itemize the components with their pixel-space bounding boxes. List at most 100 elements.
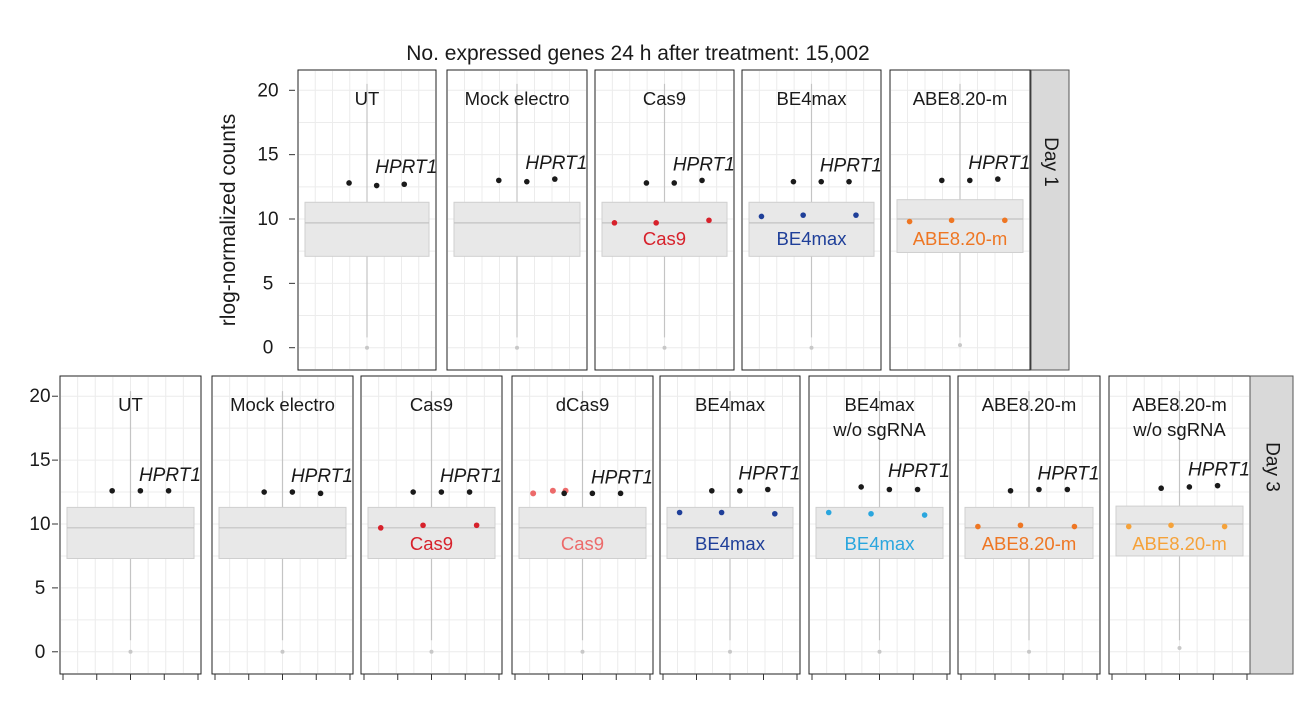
gene-point — [1007, 487, 1014, 494]
gene-point — [1214, 482, 1221, 489]
gene-label: HPRT1 — [591, 467, 653, 488]
transcript-point — [718, 509, 725, 516]
gene-point — [373, 182, 380, 189]
transcript-point — [611, 220, 618, 226]
gene-point — [914, 486, 921, 493]
transcript-point — [1168, 522, 1174, 529]
gene-point — [524, 178, 530, 185]
transcript-point — [853, 212, 859, 218]
gene-point — [995, 176, 1001, 182]
gene-label: HPRT1 — [1188, 460, 1250, 481]
gene-label: HPRT1 — [440, 466, 502, 487]
transcript-point — [1221, 523, 1228, 530]
gene-point — [410, 489, 416, 495]
gene-point — [858, 484, 864, 490]
facet-strip-label: Day 3 — [1261, 442, 1282, 492]
box-outlier-point — [728, 649, 732, 654]
box-outlier-point — [280, 649, 285, 654]
panel-title: Mock electro — [230, 394, 335, 415]
y-axis-label: rlog-normalized counts — [217, 114, 240, 326]
box-iqr — [1115, 505, 1244, 557]
box-outlier-point — [958, 343, 962, 348]
gene-point — [765, 486, 771, 493]
box-iqr — [666, 506, 794, 559]
transcript-point — [420, 522, 426, 529]
y-tick-label: 0 — [35, 642, 46, 663]
box-iqr — [218, 506, 347, 559]
y-tick-label: 5 — [35, 578, 46, 599]
transcript-label: BE4max — [845, 533, 916, 554]
transcript-point — [906, 218, 913, 225]
panel-title: Cas9 — [643, 88, 686, 109]
facet-panel: ABE8.20-m HPRT1 ABE8.20-m — [957, 375, 1101, 680]
gene-point — [401, 181, 408, 188]
gene-label: HPRT1 — [291, 466, 353, 487]
gene-point — [1158, 485, 1164, 492]
gene-point — [967, 177, 973, 184]
transcript-point — [825, 509, 832, 516]
facet-panel: dCas9 HPRT1 Cas9 — [511, 375, 654, 680]
gene-label: HPRT1 — [673, 154, 735, 175]
gene-point — [552, 176, 558, 182]
gene-point — [939, 177, 945, 184]
facet-panel: BE4max w/o sgRNA HPRT1 BE4max — [808, 375, 951, 680]
transcript-point — [1002, 217, 1008, 224]
box-iqr — [304, 201, 430, 257]
transcript-label: ABE8.20-m — [982, 533, 1077, 554]
panel-title: ABE8.20-m — [982, 394, 1077, 415]
gene-point — [109, 487, 115, 494]
gene-label: HPRT1 — [820, 156, 882, 177]
facet-rows: 0 5 10 15 20 UT HPRT1 Mock electro HPRT1 Cas9 HPRT… — [29, 69, 1294, 680]
gene-point — [699, 177, 705, 184]
gene-point — [346, 180, 352, 186]
y-tick-label: 5 — [263, 273, 274, 294]
box-iqr — [815, 506, 944, 559]
panel-title: BE4max — [845, 394, 916, 415]
panel-title: ABE8.20-m — [1132, 394, 1227, 415]
box-outlier-point — [128, 649, 133, 654]
transcript-point — [706, 217, 712, 224]
transcript-point — [948, 217, 955, 224]
gene-point — [1186, 484, 1193, 490]
facet-panel: UT HPRT1 — [297, 69, 437, 371]
transcript-point — [473, 522, 480, 529]
transcript-point — [676, 509, 683, 516]
gene-point — [289, 489, 296, 495]
facet-strip-label: Day 1 — [1040, 137, 1061, 187]
gene-point — [561, 490, 567, 497]
gene-point — [438, 489, 445, 495]
gene-point — [165, 487, 172, 494]
gene-label: HPRT1 — [888, 461, 950, 482]
transcript-label: ABE8.20-m — [913, 228, 1008, 249]
box-outlier-point — [1177, 645, 1182, 650]
transcript-point — [549, 487, 556, 494]
transcript-point — [377, 525, 384, 531]
transcript-point — [653, 220, 659, 226]
y-tick-label: 10 — [257, 209, 278, 230]
facet-row: 0 5 10 15 20 UT HPRT1 Mock electro HPRT1 Cas9 HPRT… — [257, 69, 1070, 371]
facet-panel: Mock electro HPRT1 — [446, 69, 588, 371]
panel-title: UT — [118, 394, 143, 415]
gene-point — [643, 180, 650, 186]
transcript-label: BE4max — [777, 228, 848, 249]
box-iqr — [367, 506, 496, 559]
facet-strip — [1249, 375, 1294, 675]
gene-point — [261, 489, 267, 495]
gene-label: HPRT1 — [1038, 464, 1100, 485]
transcript-point — [1017, 522, 1024, 529]
panel-title: dCas9 — [556, 394, 609, 415]
box-iqr — [896, 199, 1024, 253]
gene-point — [737, 487, 743, 494]
y-tick-label: 20 — [257, 80, 278, 101]
facet-panel: BE4max HPRT1 BE4max — [741, 69, 882, 371]
gene-point — [1036, 486, 1042, 493]
facet-strip — [1030, 69, 1070, 371]
panel-title: w/o sgRNA — [832, 419, 926, 440]
box-iqr — [748, 201, 875, 257]
facet-panel: Cas9 HPRT1 Cas9 — [594, 69, 735, 371]
y-tick-label: 0 — [263, 338, 274, 359]
box-outlier-point — [515, 345, 519, 350]
gene-label: HPRT1 — [738, 464, 800, 485]
gene-label: HPRT1 — [139, 465, 201, 486]
